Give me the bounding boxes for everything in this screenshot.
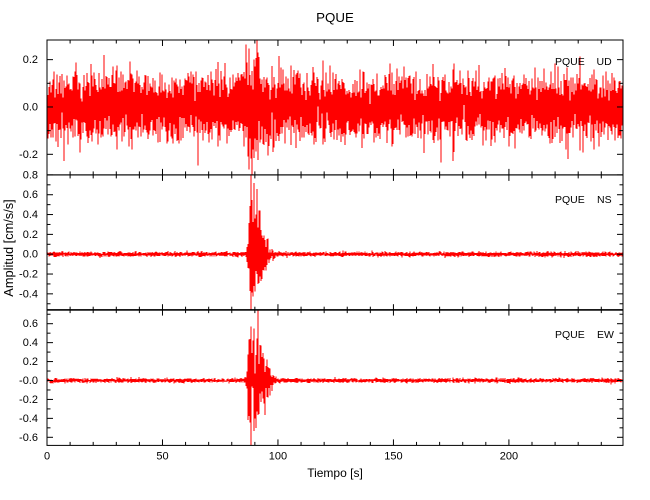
svg-text:PQUE: PQUE [555,194,585,206]
svg-text:-0.4: -0.4 [19,288,38,300]
svg-text:150: 150 [384,450,402,462]
svg-text:NS: NS [597,194,612,206]
svg-text:0.8: 0.8 [23,169,38,181]
svg-text:-0.6: -0.6 [19,432,38,444]
svg-text:-0.0: -0.0 [19,375,38,387]
svg-text:Amplitud [cm/s/s]: Amplitud [cm/s/s] [1,199,16,296]
svg-text:0: 0 [44,450,50,462]
svg-text:-0.2: -0.2 [19,149,38,161]
svg-text:PQUE: PQUE [555,329,585,341]
svg-text:0.0: 0.0 [23,101,38,113]
svg-text:-0.2: -0.2 [19,394,38,406]
svg-text:Tiempo [s]: Tiempo [s] [307,466,363,480]
svg-text:-0.2: -0.2 [19,269,38,281]
svg-text:200: 200 [500,450,518,462]
svg-text:0.2: 0.2 [23,229,38,241]
svg-text:0.6: 0.6 [23,189,38,201]
svg-text:EW: EW [597,329,614,341]
svg-text:0.0: 0.0 [23,249,38,261]
svg-text:PQUE: PQUE [316,10,354,25]
svg-text:-0.4: -0.4 [19,413,38,425]
svg-text:0.4: 0.4 [23,209,38,221]
svg-text:0.4: 0.4 [23,337,38,349]
svg-text:0.6: 0.6 [23,318,38,330]
svg-text:50: 50 [156,450,168,462]
svg-text:PQUE: PQUE [555,56,585,68]
svg-text:100: 100 [269,450,287,462]
svg-text:0.2: 0.2 [23,356,38,368]
svg-text:0.2: 0.2 [23,54,38,66]
svg-text:UD: UD [597,56,613,68]
